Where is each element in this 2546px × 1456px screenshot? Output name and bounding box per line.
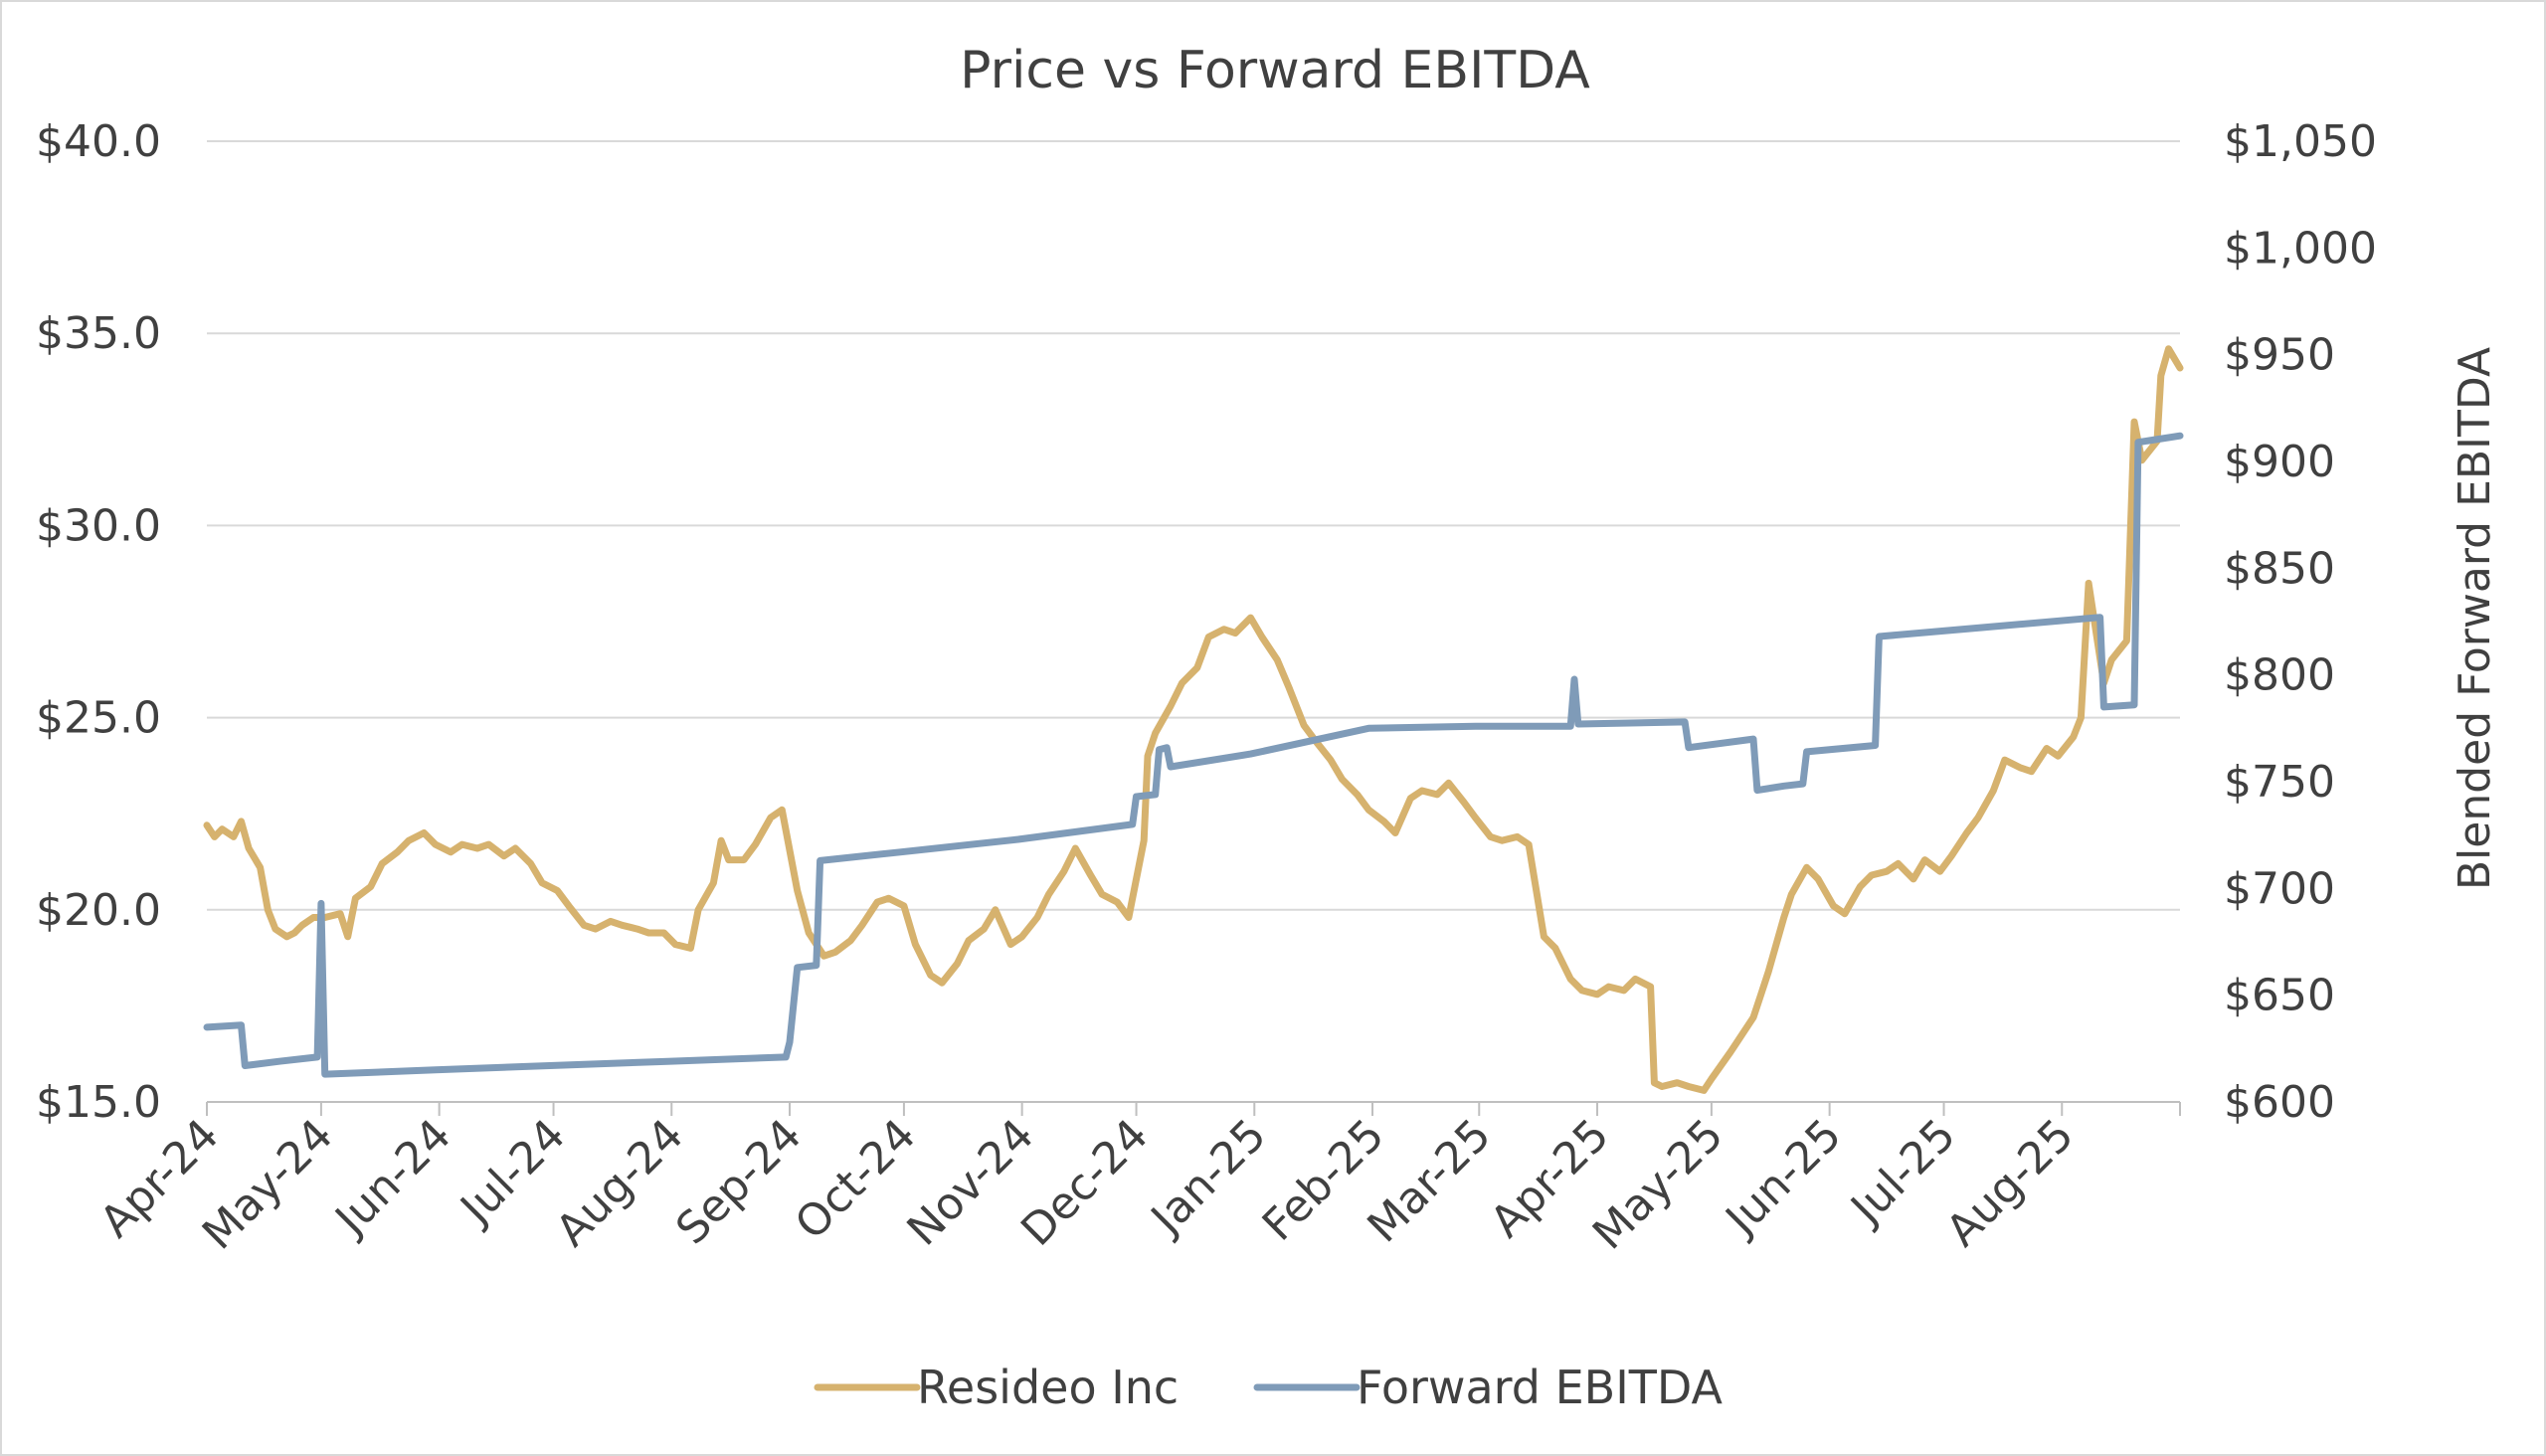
right-tick-label: $900 <box>2224 437 2335 487</box>
left-tick-label: $20.0 <box>36 885 161 936</box>
x-tick-label: Sep-24 <box>666 1110 812 1255</box>
gridlines <box>207 140 2180 911</box>
x-tick-label: Jun-24 <box>324 1110 461 1247</box>
right-axis: $600 $650 $700 $750 $800 $850 $900 $950 $1,000 $1… <box>2224 116 2377 1128</box>
right-tick-label: $950 <box>2224 330 2335 381</box>
x-tick-label: Jun-25 <box>1715 1110 1852 1247</box>
x-tick-label: Aug-25 <box>1936 1110 2084 1257</box>
right-tick-label: $1,000 <box>2224 223 2377 273</box>
right-tick-label: $650 <box>2224 971 2335 1021</box>
legend: Resideo Inc Forward EBITDA <box>814 1361 1724 1414</box>
right-tick-label: $1,050 <box>2224 116 2377 167</box>
legend-label-forward-ebitda: Forward EBITDA <box>1357 1361 1724 1414</box>
left-tick-label: $40.0 <box>36 116 161 167</box>
right-tick-label: $800 <box>2224 650 2335 701</box>
left-axis: $15.0 $20.0 $25.0 $30.0 $35.0 $40.0 <box>36 116 161 1128</box>
left-tick-label: $15.0 <box>36 1077 161 1128</box>
x-tick-label: Jan-25 <box>1140 1110 1276 1246</box>
resideo-inc-line <box>203 345 2184 1094</box>
x-tick-label: Aug-24 <box>546 1110 693 1257</box>
right-tick-label: $750 <box>2224 757 2335 808</box>
forward-ebitda-line <box>203 432 2184 1078</box>
legend-label-resideo-inc: Resideo Inc <box>917 1361 1179 1414</box>
x-tick-label: May-24 <box>193 1110 343 1260</box>
right-axis-title: Blended Forward EBITDA <box>2450 347 2500 890</box>
left-tick-label: $30.0 <box>36 500 161 551</box>
x-tick-label: Dec-24 <box>1011 1110 1158 1256</box>
x-tick-label: May-25 <box>1583 1110 1733 1260</box>
right-tick-label: $700 <box>2224 863 2335 914</box>
chart-title: Price vs Forward EBITDA <box>960 41 1590 100</box>
right-tick-label: $850 <box>2224 543 2335 594</box>
left-tick-label: $35.0 <box>36 308 161 359</box>
left-tick-label: $25.0 <box>36 693 161 744</box>
x-tick-label: Oct-24 <box>786 1110 926 1250</box>
x-tick-label: Nov-24 <box>898 1110 1044 1256</box>
x-axis: Apr-24May-24Jun-24Jul-24Aug-24Sep-24Oct-… <box>91 1101 2181 1260</box>
right-tick-label: $600 <box>2224 1077 2335 1128</box>
series-lines <box>203 345 2184 1094</box>
